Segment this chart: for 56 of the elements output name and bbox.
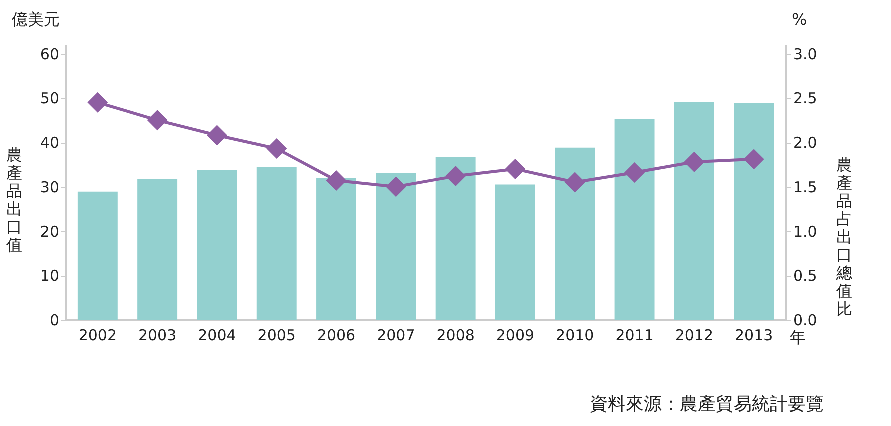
y2-tick-label: 3.0 — [794, 45, 818, 64]
text: 億美元 — [12, 10, 60, 31]
text: % — [792, 10, 808, 29]
x-tick-label: 2007 — [377, 326, 416, 344]
bar — [376, 173, 416, 320]
bar — [436, 157, 476, 320]
text: 農產品占出口總值比 — [836, 156, 852, 318]
x-tick-label: 2002 — [78, 326, 118, 344]
x-tick-label: 2010 — [556, 326, 594, 344]
text: 年 — [790, 328, 806, 349]
point — [505, 158, 526, 180]
point — [147, 110, 168, 131]
x-tick-label: 2003 — [138, 326, 177, 344]
x-tick-label: 2011 — [616, 326, 654, 344]
y-tick-label: 0 — [50, 312, 60, 330]
point — [326, 170, 347, 191]
bar — [555, 148, 596, 320]
y2-tick-label: 1.5 — [794, 178, 818, 196]
x-tick-label: 2004 — [198, 326, 236, 344]
point — [206, 125, 228, 146]
x-tick-label: 2006 — [317, 326, 356, 344]
y-tick-label: 40 — [40, 134, 60, 152]
point — [624, 162, 646, 183]
x-tick-label: 2012 — [675, 326, 714, 344]
bar — [316, 178, 357, 320]
point — [88, 92, 108, 113]
y-tick-label: 10 — [40, 267, 60, 286]
x-tick-label: 2008 — [436, 326, 475, 344]
y2-tick-label: 1.0 — [794, 222, 818, 241]
point — [446, 166, 466, 187]
bar — [495, 184, 536, 320]
bar — [138, 178, 178, 320]
point — [386, 176, 406, 198]
bar — [256, 167, 297, 320]
y-axis-title: 農產品出口值 — [6, 146, 22, 254]
y-tick-label: 60 — [40, 45, 60, 64]
bar — [78, 192, 118, 320]
y-tick-label: 30 — [40, 178, 60, 196]
x-tick-label: 2005 — [258, 326, 296, 344]
y-tick-label: 50 — [40, 90, 60, 108]
x-tick-label: 2009 — [496, 326, 535, 344]
y2-tick-label: 2.0 — [794, 134, 818, 152]
x-tick-label: 2013 — [734, 326, 774, 344]
y-tick-label: 20 — [40, 222, 60, 241]
bar — [674, 102, 714, 320]
y2-tick-label: 2.5 — [794, 90, 818, 108]
y2-tick-label: 0.0 — [794, 312, 818, 330]
bar — [734, 103, 774, 320]
point — [744, 149, 764, 170]
bar — [197, 170, 238, 320]
source-note: 資料來源：農產貿易統計要覽 — [590, 393, 824, 416]
point — [684, 152, 705, 172]
point — [266, 138, 288, 160]
point — [564, 172, 586, 193]
y2-tick-label: 0.5 — [794, 267, 818, 286]
bar — [614, 119, 655, 320]
